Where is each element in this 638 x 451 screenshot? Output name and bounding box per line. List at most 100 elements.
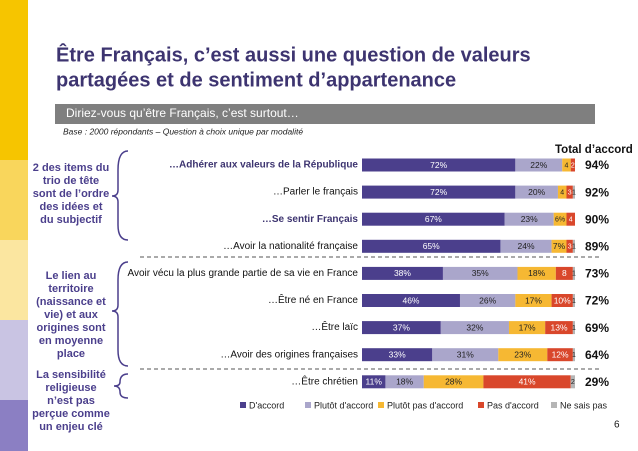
total-label: 73%: [585, 267, 609, 281]
question-banner: [55, 104, 595, 124]
bar-segment: [566, 212, 575, 226]
decor: [0, 160, 28, 240]
decor: [0, 400, 28, 451]
bar-segment: [566, 239, 573, 253]
value-label: 3: [568, 189, 572, 196]
bar-segment: [362, 212, 505, 226]
total-title: Total d’accord: [555, 144, 633, 156]
bar-segment: [547, 348, 573, 362]
decor: [0, 0, 28, 160]
value-label: 41%: [519, 377, 536, 387]
total-label: 29%: [585, 375, 609, 389]
legend-label: Plutôt pas d'accord: [387, 400, 463, 410]
bar-segment: [515, 158, 563, 172]
bar-segment: [570, 375, 575, 389]
page-number: 6: [614, 420, 620, 431]
value-label: 17%: [525, 295, 542, 305]
bar-segment: [432, 348, 499, 362]
value-label: 20%: [528, 187, 545, 197]
value-label: 18%: [396, 377, 413, 387]
question: Diriez-vous qu’être Français, c’est surt…: [66, 106, 299, 120]
bar-segment: [572, 266, 575, 280]
value-label: 46%: [402, 295, 419, 305]
brace: [111, 150, 129, 241]
row-label: …Adhérer aux valeurs de la République: [169, 160, 358, 171]
title: Être Français, c’est aussi une question …: [56, 42, 531, 66]
value-label: 6%: [555, 217, 565, 224]
value-label: 4: [560, 189, 564, 196]
value-label: 22%: [530, 160, 547, 170]
bar-segment: [362, 266, 443, 280]
row-label: …Être chrétien: [291, 374, 358, 387]
title: partagées et de sentiment d’appartenance: [56, 69, 456, 91]
bar-segment: [517, 266, 556, 280]
bar-segment: [498, 348, 548, 362]
bar-segment: [557, 185, 567, 199]
value-label: 32%: [466, 322, 483, 332]
value-label: 38%: [394, 268, 411, 278]
value-label: 23%: [521, 214, 538, 224]
bar-segment: [385, 375, 424, 389]
legend-swatch: [305, 402, 311, 408]
row-label: …Se sentir Français: [262, 214, 359, 225]
total-label: 92%: [585, 185, 609, 199]
bar-segment: [362, 348, 433, 362]
row-label: …Parler le français: [273, 187, 358, 198]
value-label: 2: [571, 379, 575, 386]
bar-segment: [515, 294, 552, 307]
bar-segment: [362, 185, 516, 199]
value-label: 72%: [430, 187, 447, 197]
total-label: 89%: [585, 239, 609, 253]
bar-segment: [423, 375, 484, 389]
total-label: 94%: [585, 158, 609, 172]
value-label: 37%: [393, 322, 410, 332]
row-label: …Avoir la nationalité française: [223, 241, 358, 252]
bar-segment: [570, 158, 575, 172]
value-label: 13%: [551, 322, 568, 332]
value-label: 33%: [389, 349, 406, 359]
bar-segment: [551, 294, 573, 307]
value-label: 8: [562, 268, 567, 278]
value-label: 28%: [445, 377, 462, 387]
row-label: …Être né en France: [268, 293, 358, 306]
bar-segment: [566, 185, 573, 199]
decor: [0, 320, 28, 400]
bar-segment: [362, 158, 516, 172]
legend-swatch: [478, 402, 484, 408]
value-label: 4: [565, 162, 569, 169]
bar-segment: [508, 321, 546, 335]
legend-label: Plutôt d'accord: [314, 400, 373, 410]
value-label: 3: [568, 244, 572, 251]
legend-swatch: [240, 402, 246, 408]
total-label: 69%: [585, 321, 609, 335]
value-label: 1: [572, 244, 576, 251]
legend-swatch: [378, 402, 384, 408]
row-label: Avoir vécu la plus grande partie de sa v…: [127, 268, 358, 279]
legend-label: D'accord: [249, 400, 284, 410]
value-label: 1: [572, 189, 576, 196]
bar-segment: [442, 266, 518, 280]
row-label: …Être laïc: [311, 320, 358, 333]
value-label: 1: [572, 271, 576, 278]
value-label: 23%: [514, 349, 531, 359]
value-label: 18%: [528, 268, 545, 278]
brace: [111, 261, 129, 367]
bar-segment: [555, 266, 573, 280]
value-label: 4: [569, 217, 573, 224]
value-label: 1: [572, 352, 576, 359]
bar-segment: [515, 185, 558, 199]
value-label: 2: [571, 162, 575, 169]
total-label: 90%: [585, 212, 609, 226]
total-label: 64%: [585, 348, 609, 362]
bar-segment: [545, 321, 573, 335]
legend-label: Pas d'accord: [487, 400, 539, 410]
bar-segment: [362, 239, 501, 253]
bar-segment: [572, 348, 575, 362]
bar-segment: [553, 212, 567, 226]
decor: [0, 240, 28, 320]
bar-segment: [572, 185, 575, 199]
value-label: 17%: [519, 322, 536, 332]
legend-label: Ne sais pas: [560, 400, 608, 410]
value-label: 12%: [552, 349, 569, 359]
